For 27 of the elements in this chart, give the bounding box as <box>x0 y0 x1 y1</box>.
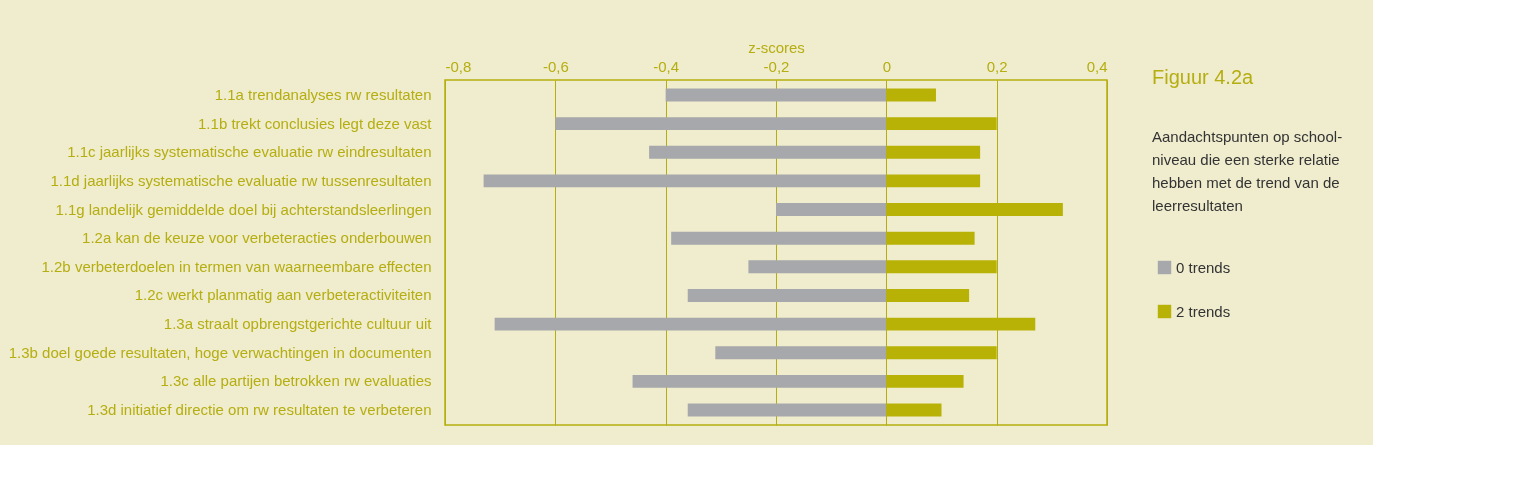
y-tick-label: 1.2c werkt planmatig aan verbeteractiviteiten <box>134 286 432 304</box>
x-tick-label: 0,2 <box>986 57 1008 75</box>
y-tick-label: 1.1a trendanalyses rw resultaten <box>214 86 432 104</box>
x-tick-label: -0,8 <box>445 57 472 75</box>
y-tick-label: 1.2b verbeterdoelen in termen van waarneembare effecten <box>41 257 432 275</box>
y-tick-label: 1.3a straalt opbrengstgerichte cultuur uit <box>163 315 433 333</box>
y-tick-label: 1.1d jaarlijks systematische evaluatie rw tussenresultaten <box>50 171 432 189</box>
text: leerresultaten <box>1152 197 1243 214</box>
text: Figuur 4.2a <box>1152 66 1255 88</box>
text: hebben met de trend van de <box>1152 174 1340 191</box>
x-tick-label: 0,4 <box>1086 57 1108 75</box>
x-tick-label: 0 <box>882 57 892 75</box>
y-tick-label: 1.3b doel goede resultaten, hoge verwachtingen in documenten <box>8 343 432 361</box>
legend-label: 0 trends <box>1176 258 1231 276</box>
y-tick-label: 1.3c alle partijen betrokken rw evaluaties <box>160 372 432 390</box>
y-tick-label: 1.1g landelijk gemiddelde doel bij achterstandsleerlingen <box>55 200 432 218</box>
y-tick-label: 1.2a kan de keuze voor verbeteracties onderbouwen <box>82 229 432 247</box>
x-tick-label: -0,4 <box>653 57 680 75</box>
x-axis-title: z-scores <box>748 38 805 56</box>
legend-label: 2 trends <box>1176 302 1231 320</box>
x-tick-label: -0,6 <box>542 57 569 75</box>
y-tick-label: 1.1c jaarlijks systematische evaluatie rw eindresultaten <box>67 143 432 161</box>
y-tick-label: 1.3d initiatief directie om rw resultaten te verbeteren <box>87 400 432 418</box>
text: Aandachtspunten op school- <box>1152 128 1343 145</box>
x-tick-label: -0,2 <box>763 57 790 75</box>
text: niveau die een sterke relatie <box>1152 151 1340 168</box>
y-tick-label: 1.1b trekt conclusies legt deze vast <box>198 114 433 132</box>
